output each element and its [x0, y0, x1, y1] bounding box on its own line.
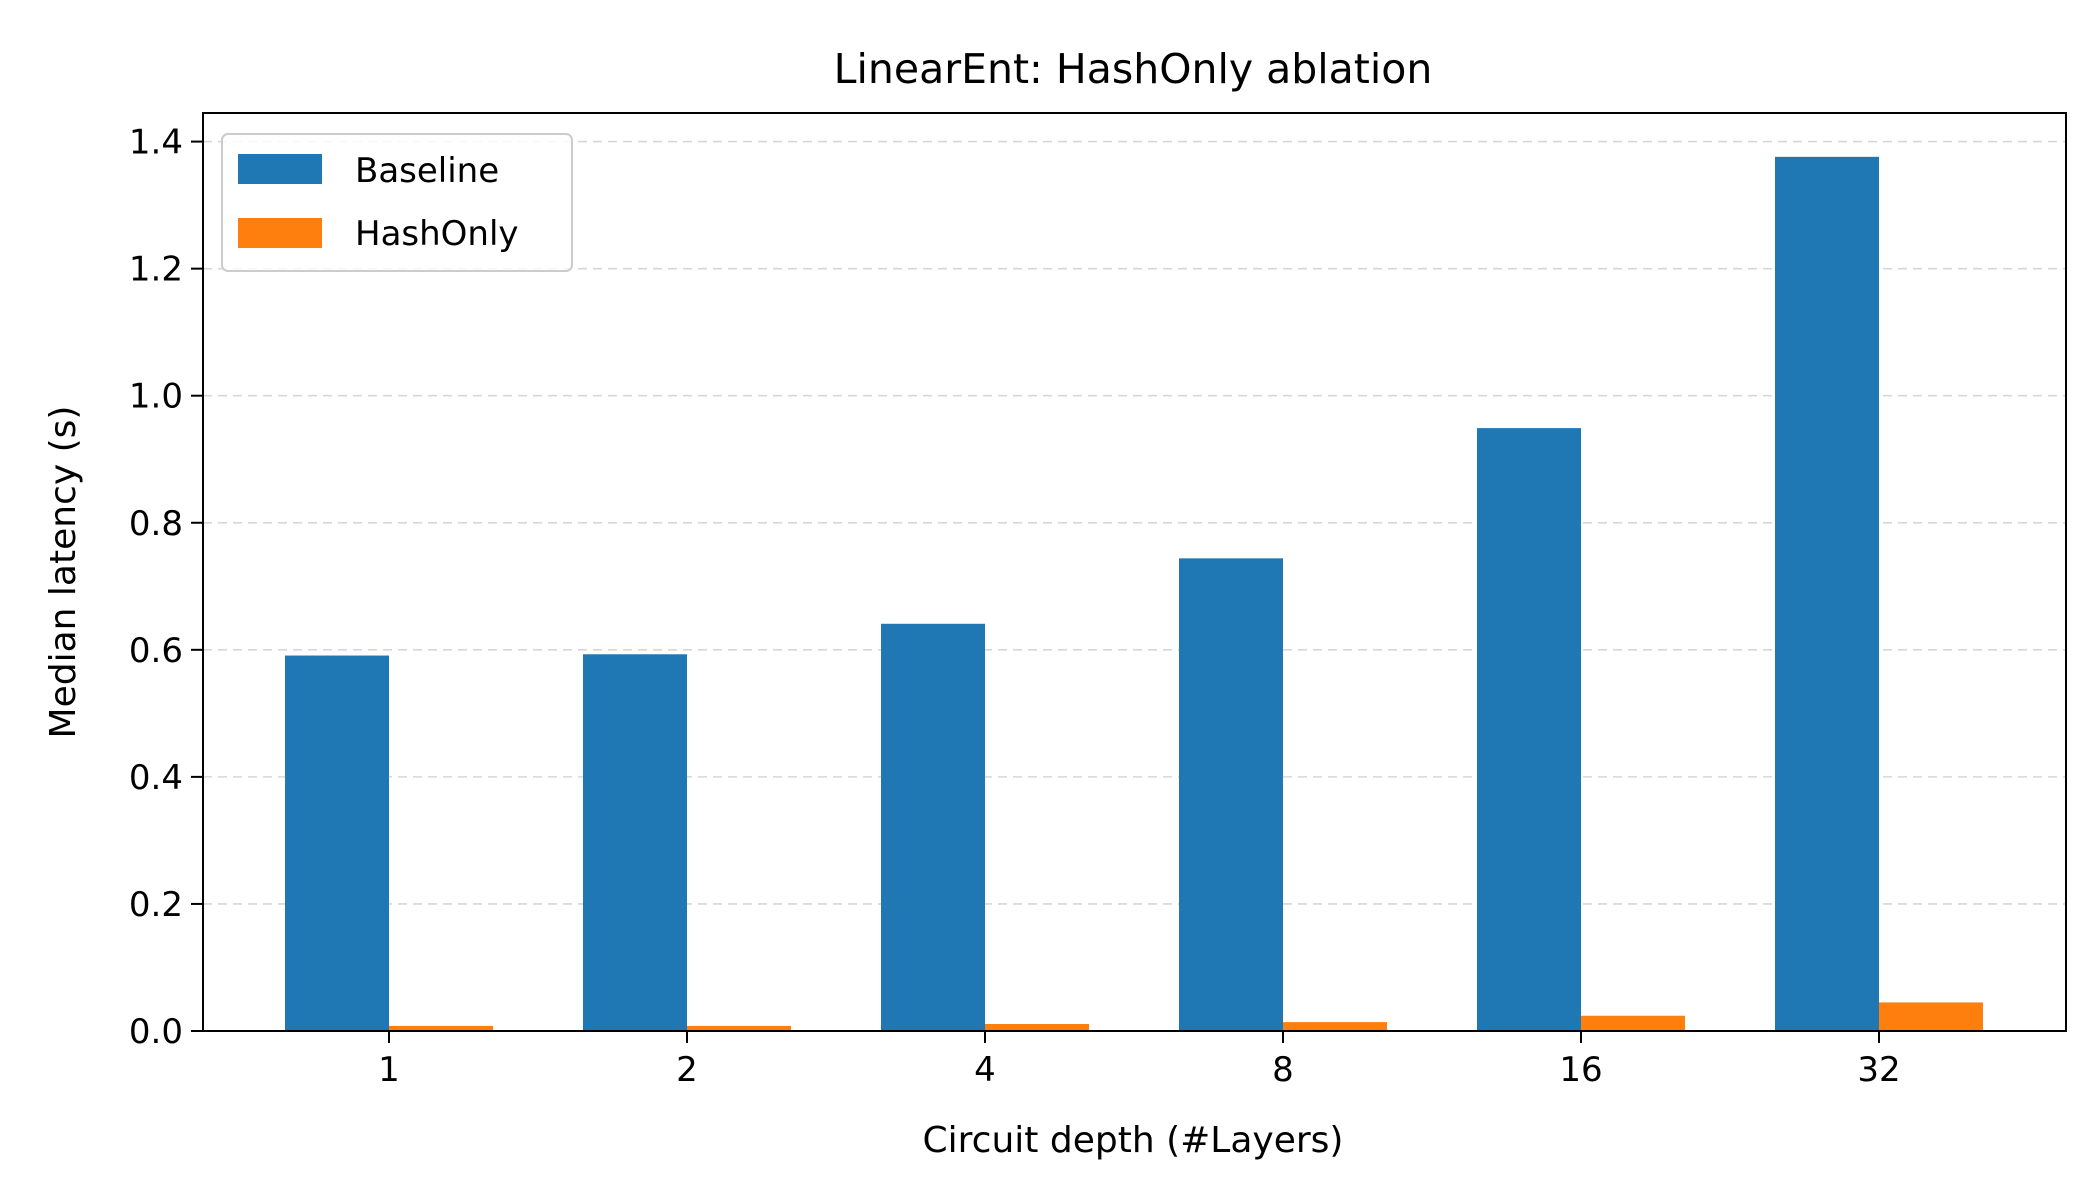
y-tick-label: 0.0 — [129, 1012, 183, 1052]
y-tick-label: 0.2 — [129, 885, 183, 925]
x-axis-ticks: 1 2 4 8 16 32 — [378, 1031, 1901, 1090]
bar-baseline-4 — [881, 623, 985, 1031]
y-tick-label: 1.4 — [129, 123, 183, 163]
legend-swatch-hashonly — [238, 218, 322, 248]
bar-hashonly-4 — [985, 1024, 1089, 1031]
bar-hashonly-32 — [1879, 1002, 1983, 1031]
x-tick-label: 32 — [1857, 1050, 1900, 1090]
y-tick-label: 1.2 — [129, 250, 183, 290]
y-axis-ticks: 0.0 0.2 0.4 0.6 0.8 1.0 1.2 1.4 — [129, 123, 203, 1052]
legend-swatch-baseline — [238, 154, 322, 184]
x-tick-label: 8 — [1272, 1050, 1294, 1090]
bar-hashonly-8 — [1283, 1022, 1387, 1031]
bars — [285, 156, 1983, 1031]
bar-hashonly-2 — [687, 1025, 791, 1031]
y-axis-label: Median latency (s) — [43, 406, 84, 739]
y-tick-label: 1.0 — [129, 377, 183, 417]
x-axis-label: Circuit depth (#Layers) — [923, 1120, 1344, 1161]
legend-label-hashonly: HashOnly — [355, 214, 519, 254]
y-tick-label: 0.6 — [129, 631, 183, 671]
x-tick-label: 4 — [974, 1050, 996, 1090]
bar-baseline-32 — [1775, 156, 1879, 1031]
legend-label-baseline: Baseline — [355, 151, 499, 191]
legend: Baseline HashOnly — [221, 133, 573, 272]
chart-title: LinearEnt: HashOnly ablation — [834, 45, 1433, 93]
bar-baseline-8 — [1179, 558, 1283, 1031]
bar-hashonly-1 — [389, 1025, 493, 1031]
x-tick-label: 2 — [676, 1050, 698, 1090]
bar-baseline-1 — [285, 655, 389, 1031]
y-tick-label: 0.4 — [129, 758, 183, 798]
bar-baseline-2 — [583, 654, 687, 1031]
bar-baseline-16 — [1477, 428, 1581, 1031]
y-tick-label: 0.8 — [129, 504, 183, 544]
x-tick-label: 1 — [378, 1050, 400, 1090]
bar-hashonly-16 — [1581, 1015, 1685, 1031]
plot-frame — [202, 112, 2067, 1032]
x-tick-label: 16 — [1559, 1050, 1602, 1090]
